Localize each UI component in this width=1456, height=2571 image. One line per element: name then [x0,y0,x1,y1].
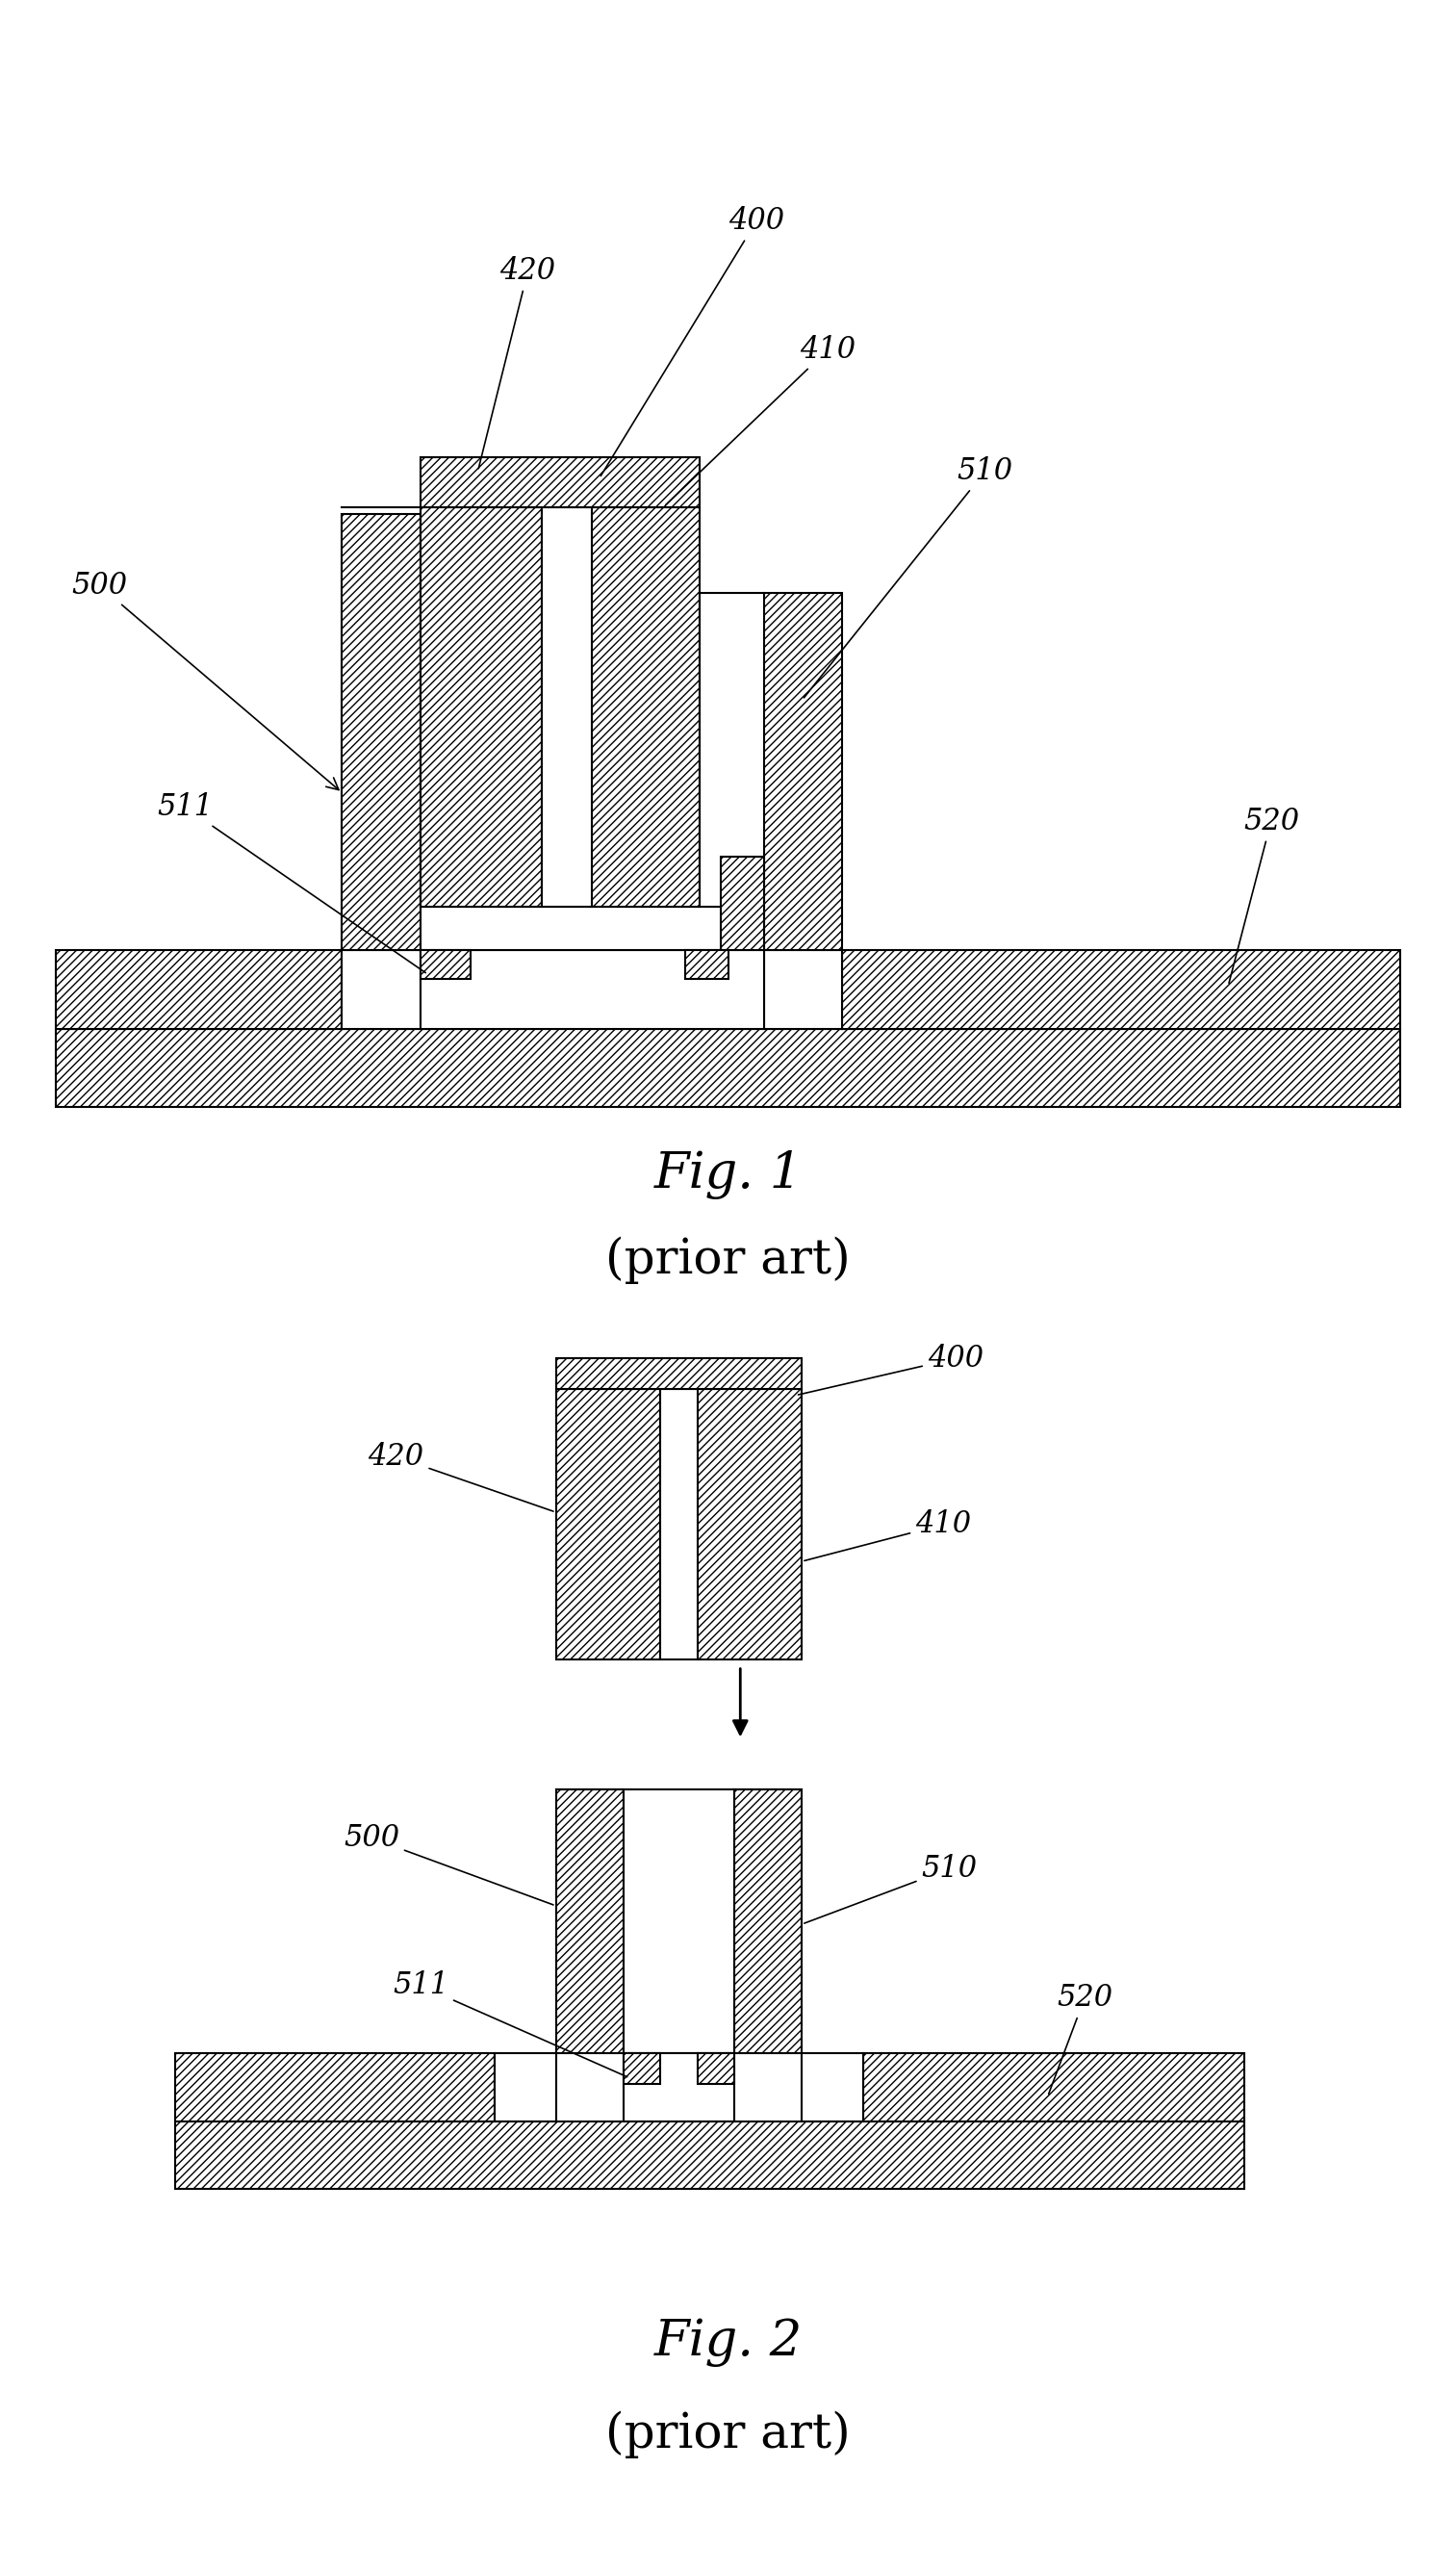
Bar [542,506,593,908]
Text: 510: 510 [804,1854,977,1923]
Bar [421,908,721,951]
Text: Fig. 1: Fig. 1 [654,1149,802,1198]
Bar [421,951,764,1028]
Bar [623,2054,734,2121]
Bar [342,951,421,1028]
Bar [421,951,470,980]
Text: 410: 410 [665,334,856,504]
Bar [802,2054,863,2121]
Bar [843,951,1399,1028]
Bar [623,2054,661,2085]
Bar [175,2054,495,2121]
Text: 400: 400 [798,1345,983,1393]
Bar [175,2121,1245,2188]
Bar [556,1357,802,1388]
Bar [697,1388,802,1661]
Text: 410: 410 [804,1509,971,1561]
Text: 511: 511 [157,792,425,972]
Bar [342,514,421,951]
Text: 520: 520 [1048,1982,1112,2093]
Text: 520: 520 [1229,807,1299,982]
Bar [661,1388,697,1661]
Bar [421,458,699,506]
Bar [556,1789,623,2054]
Text: 511: 511 [393,1972,628,2077]
Bar [721,856,764,951]
Bar [863,2054,1245,2121]
Bar [734,1789,802,2054]
Text: 420: 420 [368,1442,553,1512]
Bar [697,2054,734,2085]
Bar [593,506,699,908]
Bar [421,506,542,908]
Bar [57,1028,1399,1108]
Bar [686,951,728,980]
Text: 500: 500 [71,571,339,789]
Bar [623,1789,734,2054]
Bar [556,1388,661,1661]
Text: 400: 400 [601,206,785,476]
Text: (prior art): (prior art) [606,2412,850,2458]
Bar [57,951,342,1028]
Bar [495,2054,556,2121]
Text: (prior art): (prior art) [606,1237,850,1283]
Text: 420: 420 [479,257,556,468]
Bar [764,591,843,951]
Text: 510: 510 [804,455,1013,697]
Text: Fig. 2: Fig. 2 [654,2319,802,2368]
Bar [764,951,843,1028]
Text: 500: 500 [344,1823,553,1905]
